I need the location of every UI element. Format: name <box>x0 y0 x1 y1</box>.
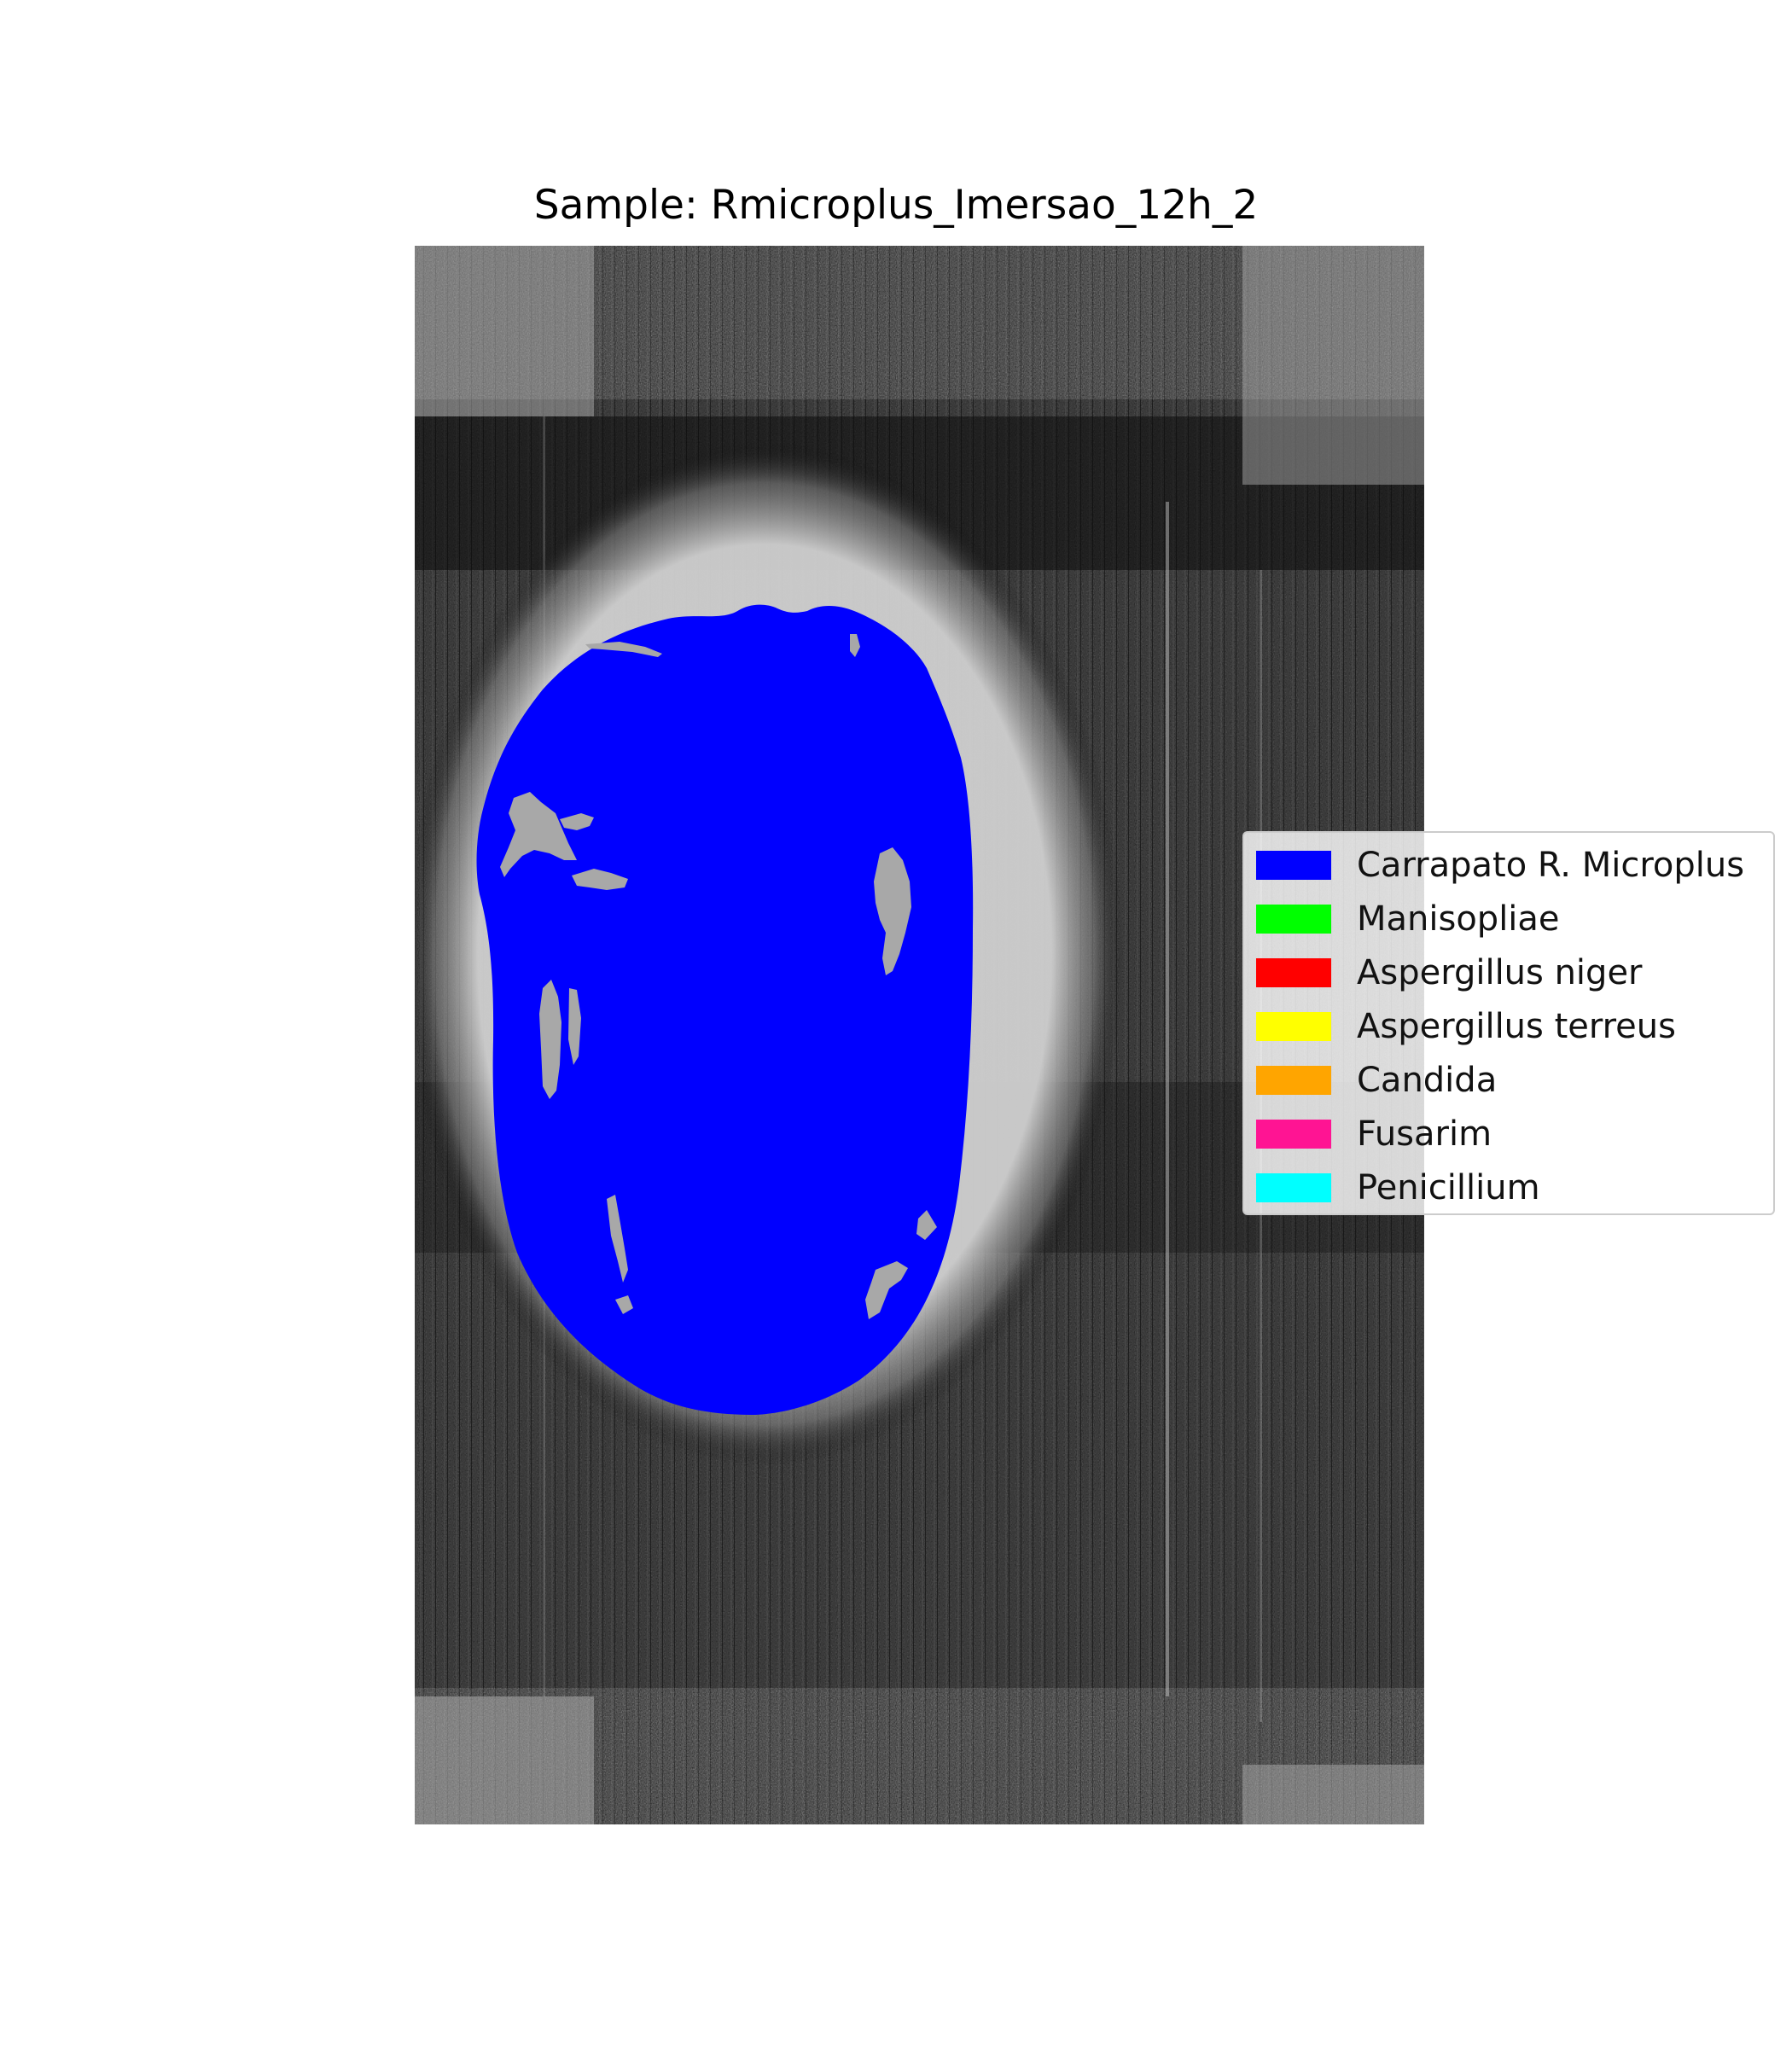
legend-label: Penicillium <box>1357 1168 1540 1207</box>
legend-label: Aspergillus terreus <box>1357 1007 1676 1046</box>
legend-swatch <box>1256 1012 1331 1041</box>
legend-entry: Penicillium <box>1256 1168 1540 1207</box>
legend-entry: Aspergillus terreus <box>1256 1007 1676 1046</box>
streak-1 <box>1166 502 1169 1696</box>
legend-swatch <box>1256 1066 1331 1095</box>
legend-swatch <box>1256 1120 1331 1149</box>
noisy-top-strip <box>415 246 1424 399</box>
legend-swatch <box>1256 851 1331 880</box>
legend-label: Manisopliae <box>1357 899 1560 939</box>
legend-entry: Carrapato R. Microplus <box>1256 846 1745 885</box>
legend-entry: Aspergillus niger <box>1256 953 1643 992</box>
legend-entry: Manisopliae <box>1256 899 1560 939</box>
noisy-bottom-strip <box>415 1688 1424 1824</box>
tick-mask <box>476 604 974 1415</box>
plot-title: Sample: Rmicroplus_Imersao_12h_2 <box>533 182 1259 229</box>
legend-swatch <box>1256 1173 1331 1202</box>
legend: Carrapato R. Microplus Manisopliae Asper… <box>1242 831 1775 1215</box>
uncovered-patches <box>500 634 937 1319</box>
legend-entry: Fusarim <box>1256 1114 1492 1154</box>
legend-swatch <box>1256 905 1331 934</box>
legend-entry: Candida <box>1256 1061 1498 1100</box>
legend-label: Fusarim <box>1357 1114 1492 1154</box>
legend-label: Candida <box>1357 1061 1498 1100</box>
legend-swatch <box>1256 958 1331 987</box>
legend-label: Carrapato R. Microplus <box>1357 846 1745 885</box>
legend-label: Aspergillus niger <box>1357 953 1643 992</box>
